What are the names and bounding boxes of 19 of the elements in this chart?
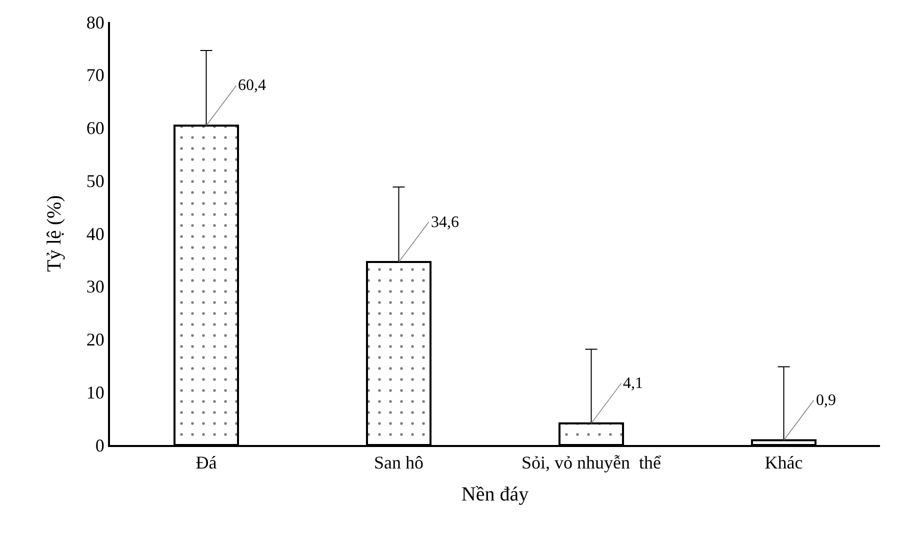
x-tick-label: San hô bbox=[374, 452, 424, 473]
data-label: 34,6 bbox=[431, 214, 459, 231]
y-axis-title: Tỷ lệ (%) bbox=[43, 195, 66, 272]
data-label: 0,9 bbox=[816, 392, 836, 409]
y-tick-label: 70 bbox=[86, 65, 104, 86]
y-tick-label: 30 bbox=[86, 276, 104, 297]
x-tick-label: Đá bbox=[196, 452, 217, 473]
y-tick-label: 40 bbox=[86, 224, 104, 244]
y-tick-label: 20 bbox=[86, 330, 104, 350]
y-tick-label: 10 bbox=[86, 382, 104, 402]
x-axis-title: Nền đáy bbox=[461, 484, 529, 506]
x-tick-label: Sỏi, vỏ nhuyễn thể bbox=[522, 452, 661, 473]
y-tick-label: 50 bbox=[86, 170, 104, 191]
data-label: 4,1 bbox=[623, 375, 643, 392]
y-tick-label: 0 bbox=[95, 435, 104, 456]
y-tick-label: 60 bbox=[86, 118, 104, 138]
data-label: 60,4 bbox=[238, 77, 266, 94]
x-tick-label: Khác bbox=[764, 452, 803, 473]
y-tick-label: 80 bbox=[86, 12, 104, 32]
